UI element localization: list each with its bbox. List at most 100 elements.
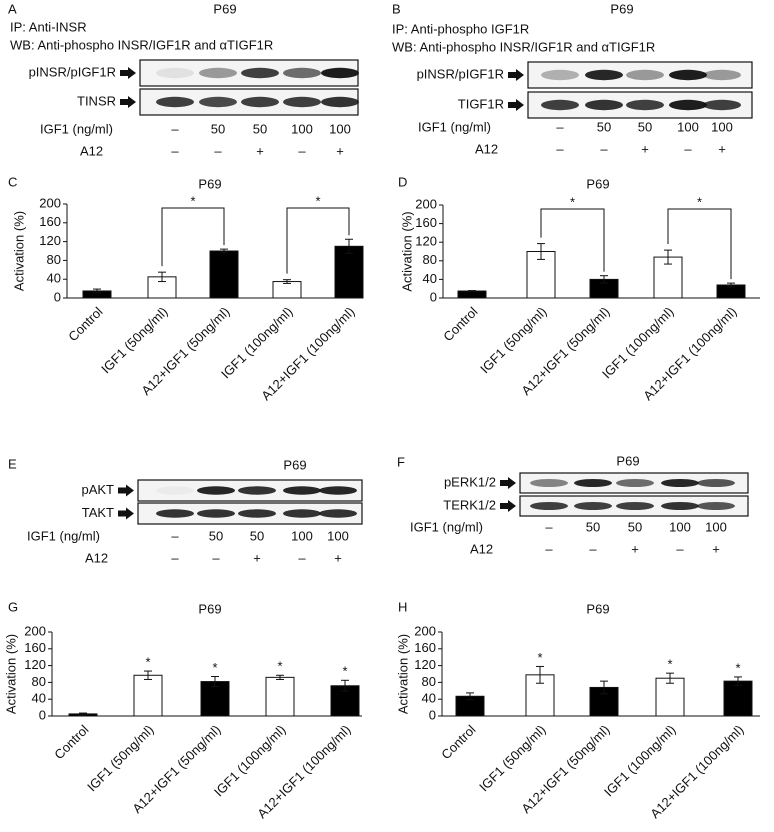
error-bar [220,248,228,254]
error-bar [537,243,545,260]
blot-panel: B P69 IP: Anti-phospho IGF1R WB: Anti-phosp… [392,1,753,156]
band [319,509,357,518]
error-bar [666,672,674,684]
band [283,96,321,108]
error-bar [468,290,476,292]
x-tick-label: Control [51,722,91,762]
band [156,486,194,495]
x-tick-label: IGF1 (100ng/ml) [601,722,679,800]
band [585,99,623,111]
blot-note: WB: Anti-phospho INSR/IGF1R and αTIGF1R [10,37,273,52]
condition-value: + [718,141,726,156]
y-tick-label: 200 [414,623,436,638]
panel-letter: G [8,599,18,614]
condition-value: 100 [291,121,313,136]
y-tick-label: 160 [39,214,61,229]
condition-value: 100 [291,528,313,543]
arrow [118,484,134,497]
band [626,99,664,111]
y-tick-label: 200 [415,196,437,211]
panel-title: P69 [610,1,633,16]
condition-label: IGF1 (ng/ml) [40,121,113,136]
band [703,99,741,111]
y-tick-label: 120 [414,657,436,672]
band [238,486,276,495]
bar [457,290,487,299]
error-bar [600,680,608,695]
condition-label: A12 [85,550,108,565]
condition-value: – [545,519,553,534]
panel-letter: H [398,599,407,614]
blot-row-label: TINSR [77,93,116,108]
chart-title: P69 [586,176,609,191]
condition-value: – [298,550,306,565]
condition-value: + [253,550,261,565]
y-tick-label: 0 [54,289,61,304]
chart-title: P69 [198,176,221,191]
significance-bracket [667,208,732,280]
condition-value: – [676,541,684,556]
blot-row-label: pERK1/2 [444,474,496,489]
condition-value: 50 [209,528,223,543]
band [283,509,321,518]
arrow [120,67,136,79]
y-tick-label: 120 [24,657,46,672]
band [319,486,357,495]
error-bar [341,679,349,692]
band [661,502,699,510]
band [241,96,279,108]
panel-letter: A [8,1,17,16]
band [541,69,579,81]
blot-row-label: TAKT [82,505,114,520]
y-tick-label: 40 [422,691,436,706]
x-tick-label: Control [65,304,105,344]
band [616,502,654,510]
error-bar [79,712,87,716]
y-tick-label: 80 [32,674,46,689]
band [321,96,359,108]
condition-label: IGF1 (ng/ml) [418,119,491,134]
significance-label: * [342,664,347,679]
significance-label: * [315,193,320,208]
y-tick-label: 0 [430,289,437,304]
band [585,69,623,81]
panel-title: P69 [283,457,306,472]
condition-value: – [545,541,553,556]
significance-label: * [277,659,282,674]
blot-note: IP: Anti-INSR [10,19,87,34]
band [697,479,735,487]
error-bar [158,271,166,283]
y-tick-label: 160 [24,640,46,655]
condition-value: + [712,541,720,556]
significance-label: * [145,654,150,669]
arrow [508,69,524,81]
panel-title: P69 [213,1,236,16]
y-tick-label: 40 [423,271,437,286]
y-axis-label: Activation (%) [395,634,410,714]
condition-value: 50 [586,519,600,534]
bar [133,674,163,717]
blot-note: IP: Anti-phospho IGF1R [392,21,529,36]
bar [265,676,295,717]
band [530,479,568,487]
significance-label: * [212,660,217,675]
condition-value: – [589,541,597,556]
condition-value: – [600,141,608,156]
y-tick-label: 200 [39,195,61,210]
arrow [508,99,524,111]
error-bar [211,676,219,688]
band [574,502,612,510]
x-tick-label: IGF1 (50ng/ml) [476,722,548,794]
band [661,479,699,487]
condition-value: – [212,550,220,565]
band [241,67,279,79]
chart-title: P69 [586,601,609,616]
y-tick-label: 200 [24,623,46,638]
panel-letter: E [8,456,17,471]
error-bar [664,249,672,265]
condition-value: – [298,143,306,158]
condition-value: 50 [253,121,267,136]
significance-label: * [537,650,542,665]
band [703,69,741,81]
